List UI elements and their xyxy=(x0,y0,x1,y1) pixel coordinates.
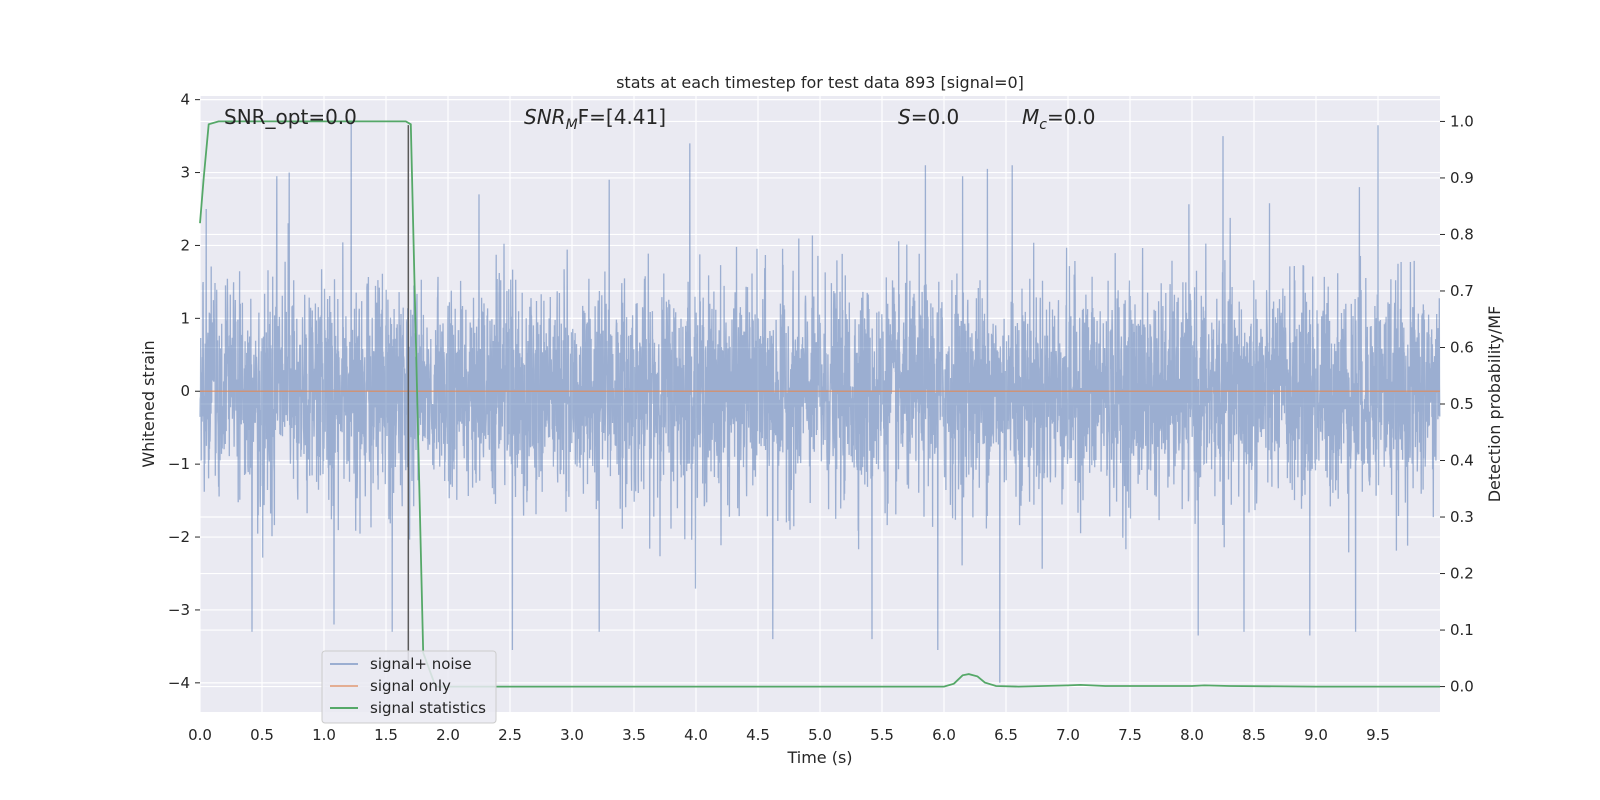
y2-axis-label: Detection probability/MF xyxy=(1485,306,1504,503)
chart-title: stats at each timestep for test data 893… xyxy=(616,73,1024,92)
x-tick-label-1: 0.5 xyxy=(250,726,274,744)
x-tick-label-19: 9.5 xyxy=(1366,726,1390,744)
y2-tick-label-5: 0.5 xyxy=(1450,395,1474,413)
y-axis-label: Whitened strain xyxy=(139,340,158,467)
x-tick-label-12: 6.0 xyxy=(932,726,956,744)
y-tick-label-1: 3 xyxy=(180,164,190,182)
y2-tick-label-6: 0.4 xyxy=(1450,452,1474,470)
y2-tick-label-1: 0.9 xyxy=(1450,169,1474,187)
x-tick-label-10: 5.0 xyxy=(808,726,832,744)
stats-series xyxy=(199,120,1440,688)
y2-tick-label-9: 0.1 xyxy=(1450,621,1474,639)
x-tick-label-4: 2.0 xyxy=(436,726,460,744)
x-tick-label-0: 0.0 xyxy=(188,726,212,744)
y2-tick-label-3: 0.7 xyxy=(1450,282,1474,300)
annotation-mc-symbol: M xyxy=(1022,105,1039,129)
x-tick-label-9: 4.5 xyxy=(746,726,770,744)
y-tick-label-4: 0 xyxy=(180,382,190,400)
x-tick-label-15: 7.5 xyxy=(1118,726,1142,744)
legend-label-signal: signal only xyxy=(370,677,451,695)
legend: signal+ noise signal only signal statist… xyxy=(321,650,497,724)
annotation-snr-opt: SNR_opt=0.0 xyxy=(224,105,357,129)
y-tick-labels: 4 3 2 1 0 −1 −2 −3 −4 xyxy=(168,91,200,692)
x-tick-label-13: 6.5 xyxy=(994,726,1018,744)
x-tick-label-6: 3.0 xyxy=(560,726,584,744)
y2-tick-label-0: 1.0 xyxy=(1450,112,1474,130)
y-tick-label-2: 2 xyxy=(180,236,190,254)
x-tick-label-5: 2.5 xyxy=(498,726,522,744)
y2-tick-label-4: 0.6 xyxy=(1450,338,1474,356)
y2-tick-label-2: 0.8 xyxy=(1450,225,1474,243)
annotation-snr-mf-subscript: M xyxy=(566,117,578,133)
y-tick-label-0: 4 xyxy=(180,91,190,109)
y2-tick-label-7: 0.3 xyxy=(1450,508,1474,526)
y-tick-label-3: 1 xyxy=(180,309,190,327)
x-tick-label-18: 9.0 xyxy=(1304,726,1328,744)
x-tick-label-7: 3.5 xyxy=(622,726,646,744)
y2-tick-label-8: 0.2 xyxy=(1450,565,1474,583)
y-tick-label-6: −2 xyxy=(168,528,190,546)
annotation-mc-subscript: c xyxy=(1039,117,1047,133)
x-tick-label-11: 5.5 xyxy=(870,726,894,744)
annotation-mc: Mc=0.0 xyxy=(1022,105,1096,133)
stats-line xyxy=(199,120,1440,688)
y2-tick-labels: 1.0 0.9 0.8 0.7 0.6 0.5 0.4 0.3 0.2 0.1 0.0 xyxy=(1440,112,1474,696)
annotation-snr-mf-value: F=[4.41] xyxy=(578,105,666,129)
y-tick-label-5: −1 xyxy=(168,455,190,473)
annotation-mc-value: =0.0 xyxy=(1047,105,1096,129)
noise-series xyxy=(199,121,1441,683)
annotation-s-value: =0.0 xyxy=(911,105,960,129)
noise-line xyxy=(199,121,1441,683)
x-tick-label-17: 8.5 xyxy=(1242,726,1266,744)
y2-tick-label-10: 0.0 xyxy=(1450,678,1474,696)
x-tick-label-3: 1.5 xyxy=(374,726,398,744)
x-tick-label-8: 4.0 xyxy=(684,726,708,744)
x-tick-label-2: 1.0 xyxy=(312,726,336,744)
x-tick-label-16: 8.0 xyxy=(1180,726,1204,744)
annotation-snr-mf: SNRMF=[4.41] xyxy=(524,105,666,133)
annotation-s: S=0.0 xyxy=(898,105,959,129)
legend-label-stats: signal statistics xyxy=(370,699,486,717)
x-tick-labels: 0.0 0.5 1.0 1.5 2.0 2.5 3.0 3.5 4.0 4.5 5.0 5.5 6.0 6… xyxy=(188,726,1390,744)
y-tick-label-7: −3 xyxy=(168,601,190,619)
legend-label-noise: signal+ noise xyxy=(370,655,472,673)
annotation-snr-mf-symbol: SNR xyxy=(524,105,566,129)
legend-box xyxy=(321,650,497,724)
annotation-s-symbol: S xyxy=(898,105,911,129)
y-tick-label-8: −4 xyxy=(168,674,190,692)
x-tick-label-14: 7.0 xyxy=(1056,726,1080,744)
x-axis-label: Time (s) xyxy=(786,748,852,767)
